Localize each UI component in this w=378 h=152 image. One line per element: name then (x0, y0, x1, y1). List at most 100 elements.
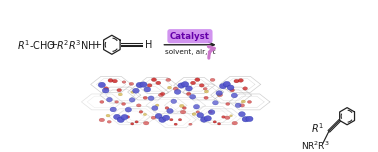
Ellipse shape (125, 107, 132, 112)
Ellipse shape (122, 81, 126, 83)
Ellipse shape (117, 88, 122, 92)
Ellipse shape (126, 116, 130, 118)
Ellipse shape (152, 106, 158, 111)
Ellipse shape (143, 96, 147, 99)
Ellipse shape (208, 110, 215, 115)
Ellipse shape (112, 79, 118, 83)
Ellipse shape (167, 86, 172, 89)
Ellipse shape (213, 121, 217, 123)
Ellipse shape (174, 89, 181, 94)
Ellipse shape (217, 94, 220, 96)
Ellipse shape (222, 116, 225, 118)
Ellipse shape (204, 90, 209, 93)
Ellipse shape (210, 78, 215, 81)
Ellipse shape (231, 93, 237, 98)
Ellipse shape (180, 104, 184, 108)
Ellipse shape (217, 93, 223, 97)
Ellipse shape (194, 104, 200, 109)
Ellipse shape (158, 93, 163, 97)
Ellipse shape (121, 103, 125, 105)
Ellipse shape (143, 121, 149, 125)
Ellipse shape (247, 100, 252, 103)
Ellipse shape (118, 93, 122, 96)
Text: +: + (93, 40, 102, 50)
Ellipse shape (104, 87, 108, 90)
Ellipse shape (196, 111, 200, 113)
Ellipse shape (220, 83, 226, 89)
Ellipse shape (178, 119, 182, 121)
Ellipse shape (160, 92, 165, 95)
Ellipse shape (192, 113, 196, 116)
Text: $R^2R^3$NH: $R^2R^3$NH (56, 38, 95, 52)
Ellipse shape (197, 113, 204, 118)
Ellipse shape (199, 84, 204, 87)
Ellipse shape (136, 104, 141, 107)
Ellipse shape (174, 123, 177, 125)
Text: solvent, air, rt: solvent, air, rt (165, 49, 215, 55)
Ellipse shape (191, 81, 195, 85)
Ellipse shape (178, 83, 185, 88)
Ellipse shape (170, 119, 173, 121)
Ellipse shape (186, 92, 191, 95)
Ellipse shape (139, 111, 143, 113)
Ellipse shape (140, 82, 147, 87)
Ellipse shape (190, 95, 196, 99)
Text: NR$^2$R$^3$: NR$^2$R$^3$ (301, 140, 330, 152)
Ellipse shape (115, 101, 119, 103)
Ellipse shape (227, 85, 234, 90)
Ellipse shape (148, 96, 154, 100)
Text: H: H (145, 40, 153, 50)
Ellipse shape (235, 103, 241, 108)
Text: $R^1$: $R^1$ (311, 121, 324, 135)
Ellipse shape (100, 100, 104, 103)
Ellipse shape (195, 78, 200, 81)
Ellipse shape (212, 101, 218, 105)
Ellipse shape (204, 116, 211, 121)
Ellipse shape (203, 87, 207, 90)
Ellipse shape (165, 107, 169, 109)
Ellipse shape (238, 79, 243, 82)
Ellipse shape (182, 107, 186, 109)
Ellipse shape (189, 123, 192, 125)
Ellipse shape (98, 82, 105, 88)
Ellipse shape (246, 116, 253, 122)
Ellipse shape (239, 112, 245, 117)
Ellipse shape (135, 121, 138, 123)
Ellipse shape (223, 81, 230, 87)
Ellipse shape (225, 116, 230, 119)
Ellipse shape (173, 87, 178, 90)
Ellipse shape (107, 97, 112, 102)
Ellipse shape (242, 117, 249, 122)
Ellipse shape (216, 91, 222, 95)
Text: +: + (49, 40, 58, 50)
Ellipse shape (131, 123, 134, 125)
Ellipse shape (204, 96, 208, 99)
Ellipse shape (166, 78, 171, 81)
Ellipse shape (155, 114, 162, 119)
Ellipse shape (117, 117, 124, 123)
Ellipse shape (230, 88, 234, 92)
Ellipse shape (234, 79, 239, 83)
Ellipse shape (180, 110, 186, 114)
Ellipse shape (151, 78, 156, 81)
Ellipse shape (186, 86, 192, 91)
Ellipse shape (232, 121, 237, 125)
Ellipse shape (209, 111, 212, 113)
Ellipse shape (151, 116, 156, 119)
Text: $R^1$-CHO: $R^1$-CHO (17, 38, 56, 52)
Ellipse shape (155, 104, 159, 107)
Ellipse shape (240, 104, 245, 107)
Ellipse shape (133, 88, 139, 93)
Ellipse shape (241, 100, 246, 103)
Ellipse shape (129, 82, 134, 85)
Ellipse shape (217, 123, 221, 125)
Ellipse shape (99, 118, 105, 122)
Ellipse shape (163, 115, 170, 120)
Ellipse shape (171, 99, 177, 104)
Ellipse shape (156, 81, 161, 85)
Ellipse shape (159, 117, 166, 122)
Ellipse shape (226, 103, 230, 105)
Ellipse shape (102, 88, 109, 93)
Ellipse shape (106, 114, 110, 117)
Ellipse shape (136, 82, 143, 88)
